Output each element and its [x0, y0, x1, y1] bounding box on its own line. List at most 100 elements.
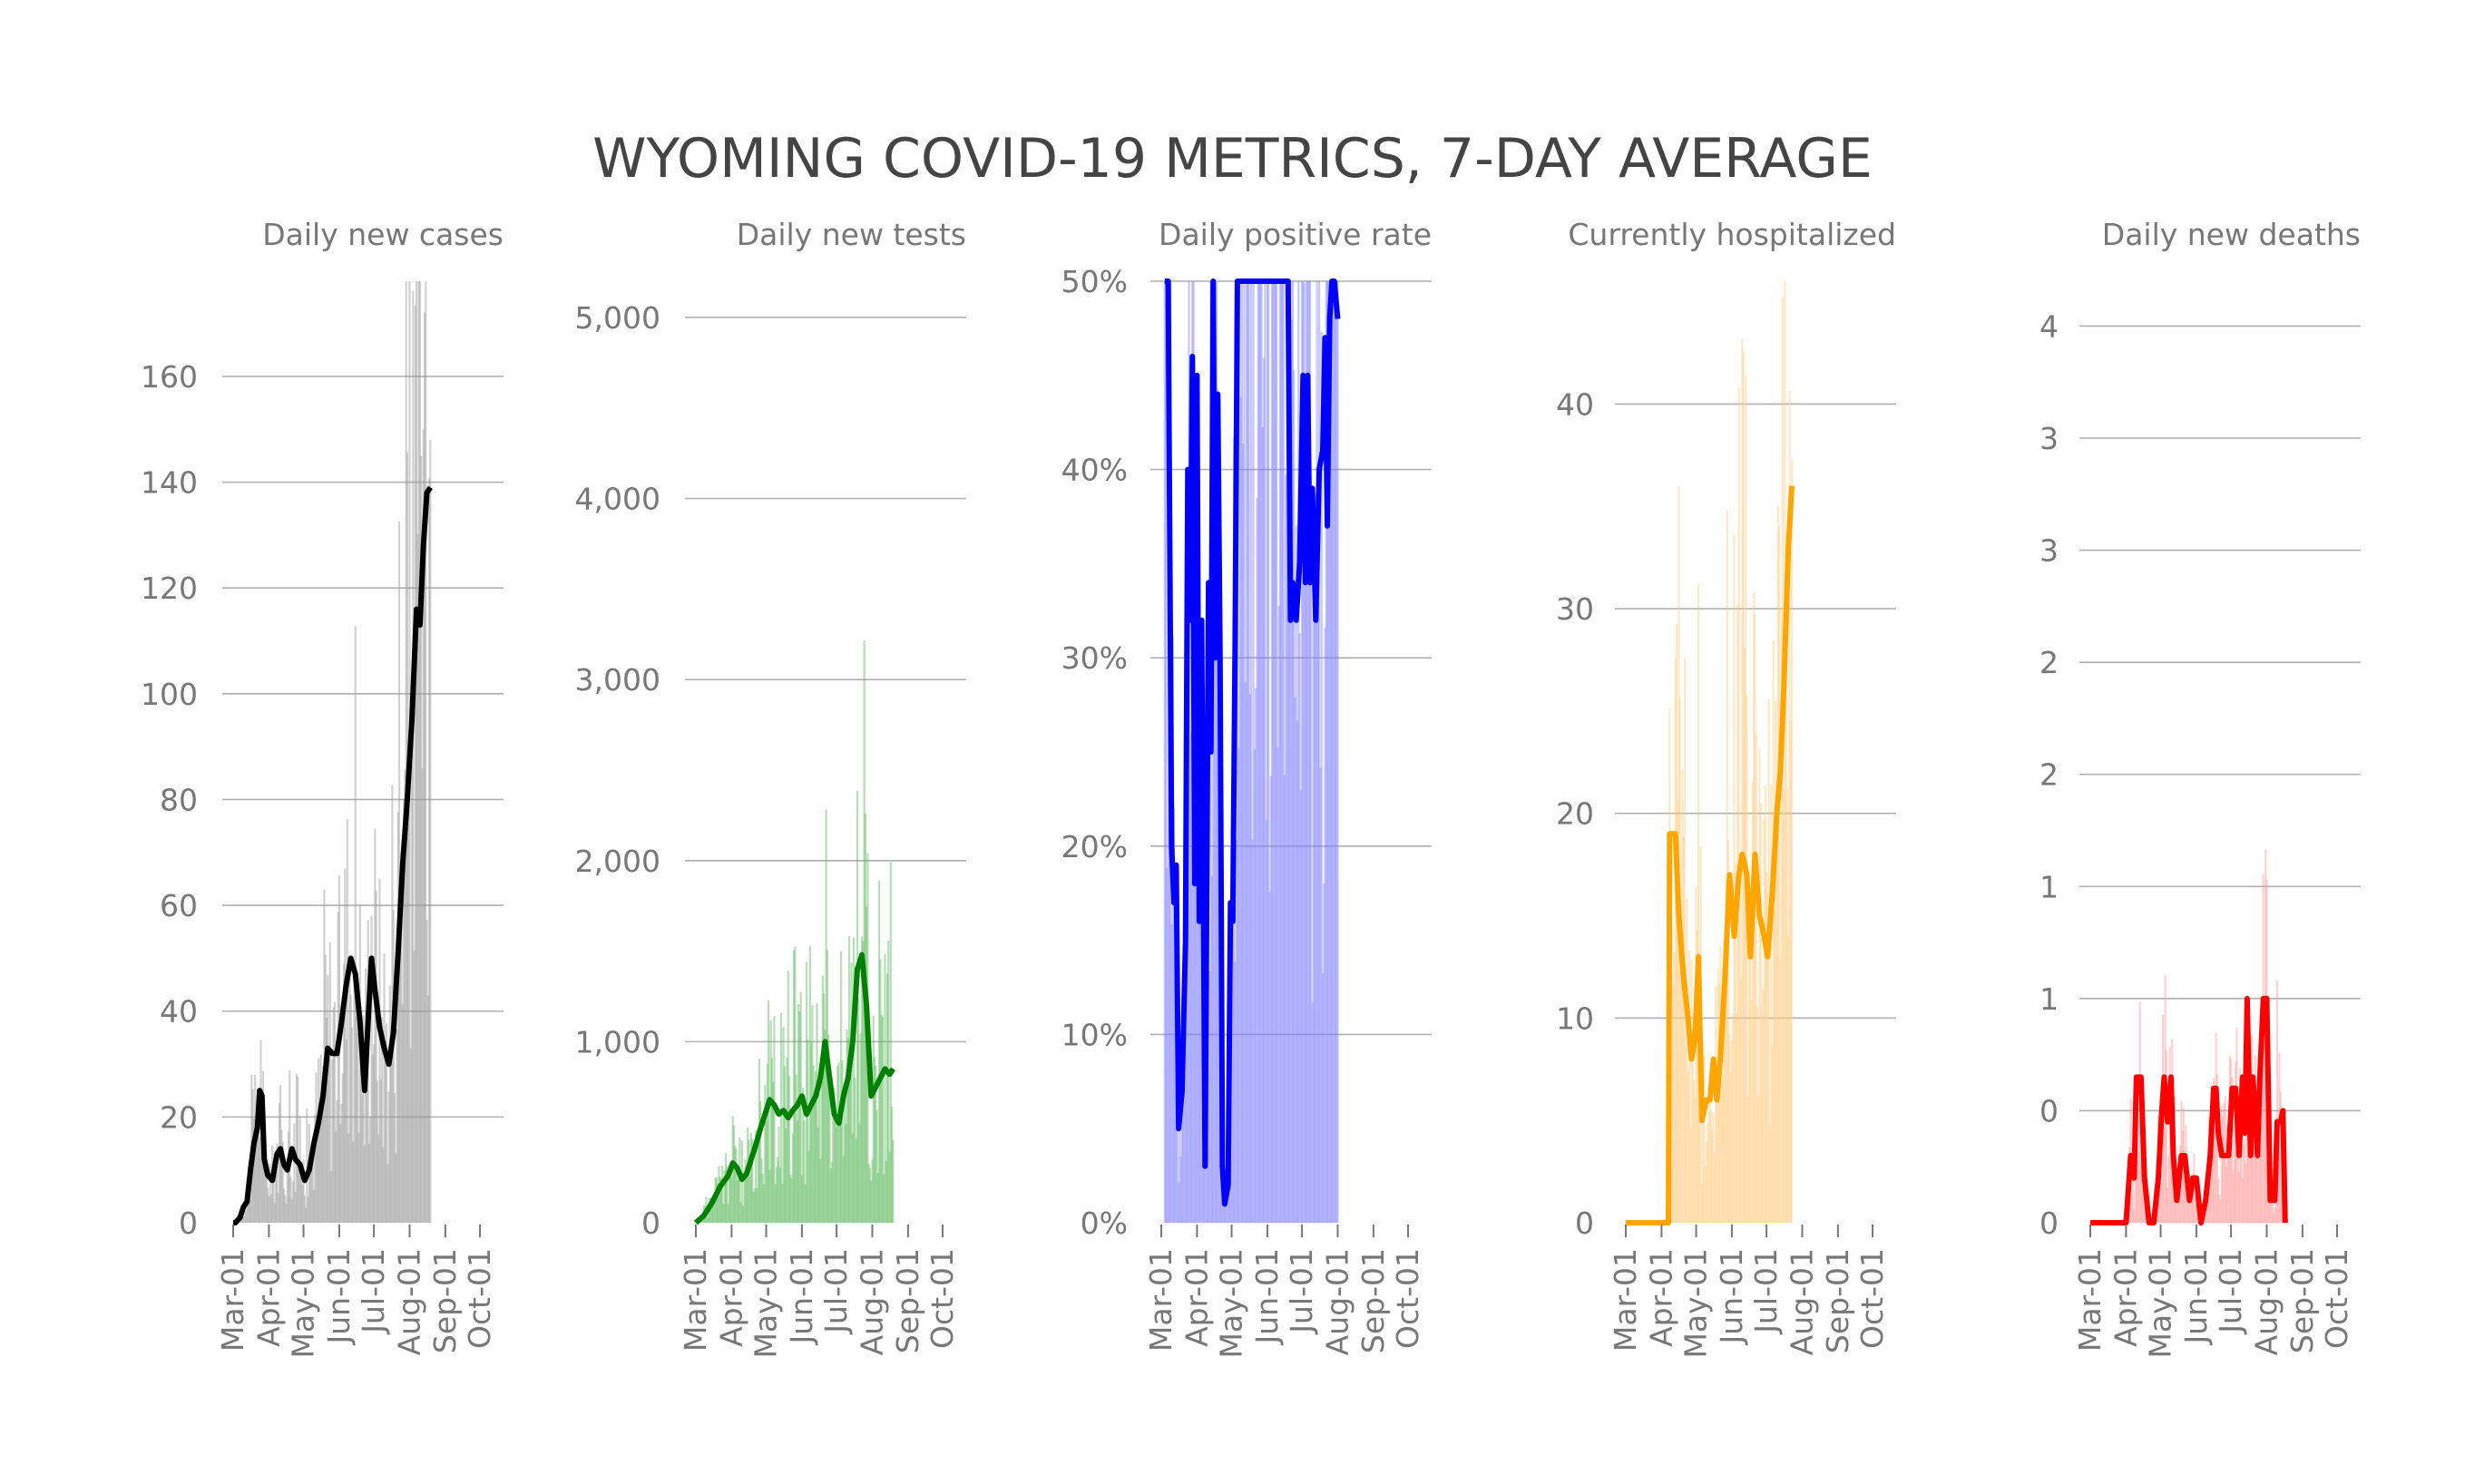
x-tick-label: May-01 — [2143, 1248, 2178, 1359]
daily-bar — [859, 1033, 862, 1223]
daily-bar — [773, 1016, 776, 1223]
daily-bar — [382, 1147, 385, 1223]
daily-bar — [1281, 281, 1284, 1223]
x-tick-label: Apr-01 — [1643, 1248, 1678, 1347]
daily-bar — [264, 1140, 267, 1223]
daily-bar — [242, 1210, 245, 1223]
daily-bar — [374, 828, 377, 1223]
daily-bar — [1315, 493, 1317, 1223]
daily-bar — [2244, 1116, 2246, 1223]
daily-bar — [2165, 1050, 2167, 1223]
x-tick-label: Mar-01 — [1143, 1248, 1179, 1352]
daily-bar — [783, 1066, 786, 1223]
daily-bar — [1282, 281, 1285, 1223]
daily-bar — [764, 1085, 767, 1223]
x-tick-label: Mar-01 — [2072, 1248, 2108, 1352]
daily-bar — [1172, 807, 1176, 1223]
daily-bar — [352, 1141, 355, 1223]
daily-bar — [1231, 805, 1234, 1223]
daily-bar — [277, 1193, 279, 1223]
x-tick-label: Jun-01 — [321, 1248, 357, 1345]
y-tick-label: 60 — [160, 888, 198, 923]
daily-bar — [1683, 658, 1686, 1223]
daily-bar — [800, 1175, 804, 1223]
daily-bar — [1321, 972, 1325, 1223]
daily-bar — [1725, 880, 1727, 1223]
daily-bar — [1677, 800, 1679, 1223]
daily-bar — [317, 1058, 320, 1223]
y-tick-label: 4,000 — [575, 482, 660, 517]
daily-bar — [395, 1153, 397, 1223]
daily-bar — [2189, 1185, 2192, 1223]
daily-bar — [813, 1093, 817, 1223]
daily-bar — [1775, 794, 1778, 1223]
daily-bar — [727, 1204, 729, 1223]
daily-bar — [1756, 1005, 1759, 1223]
y-tick-label: 30% — [1061, 640, 1128, 676]
daily-bar — [2169, 1115, 2173, 1223]
daily-bar — [1691, 1055, 1694, 1223]
daily-bar — [717, 1183, 719, 1223]
daily-bar — [1306, 281, 1309, 1223]
daily-bar — [1199, 763, 1202, 1223]
daily-bar — [737, 1170, 740, 1223]
daily-bar — [396, 1029, 398, 1223]
daily-bar — [417, 281, 420, 1223]
daily-bar — [369, 1117, 372, 1223]
daily-bar — [775, 1167, 778, 1223]
daily-bar — [350, 1027, 354, 1223]
daily-bar — [1323, 883, 1325, 1223]
daily-bar — [1248, 694, 1251, 1223]
daily-bar — [1745, 375, 1747, 1223]
daily-bar — [770, 1057, 773, 1223]
daily-bar — [405, 281, 407, 1223]
daily-bar — [2220, 1106, 2224, 1223]
daily-bar — [1250, 281, 1253, 1223]
daily-bar — [1213, 281, 1216, 1223]
daily-bar — [2194, 1197, 2196, 1223]
daily-bar — [1788, 390, 1791, 1223]
y-tick-label: 0 — [179, 1206, 198, 1241]
daily-bar — [1764, 785, 1766, 1223]
daily-bar — [2167, 1157, 2170, 1223]
daily-bar — [1716, 1076, 1718, 1223]
daily-bar — [366, 1074, 368, 1223]
daily-bar — [362, 1014, 365, 1223]
daily-bar — [2216, 1178, 2220, 1223]
daily-bar — [1176, 1071, 1179, 1223]
daily-bar — [1297, 281, 1300, 1223]
daily-bar — [1760, 1009, 1764, 1223]
daily-bar — [1316, 570, 1319, 1223]
daily-bar — [1240, 281, 1244, 1223]
daily-bar — [760, 1157, 763, 1223]
daily-bar — [855, 1138, 857, 1223]
y-tick-label: 1 — [2039, 981, 2059, 1017]
daily-bar — [816, 1003, 818, 1223]
daily-bar — [719, 1176, 721, 1223]
daily-bar — [1171, 635, 1174, 1223]
panel-currently-hospitalized: Currently hospitalized 0 10 20 30 40 Mar-01 Apr… — [1556, 217, 1896, 1359]
daily-bar — [774, 1184, 777, 1223]
daily-bar — [825, 809, 827, 1223]
daily-bar — [812, 1065, 815, 1223]
daily-bar — [284, 1195, 287, 1223]
daily-bar — [709, 1197, 712, 1223]
daily-bar — [728, 1173, 730, 1223]
daily-bar — [268, 1196, 270, 1223]
daily-bar — [1189, 732, 1193, 1223]
daily-bar — [272, 1166, 275, 1223]
daily-bar — [331, 1059, 334, 1223]
daily-bar — [867, 1163, 870, 1223]
daily-bar — [299, 1171, 303, 1223]
daily-bar — [1697, 583, 1700, 1223]
daily-bar — [276, 1143, 279, 1223]
daily-bar — [370, 915, 373, 1223]
y-tick-label: 10 — [1556, 1001, 1594, 1036]
daily-bar — [426, 995, 429, 1223]
daily-bar — [1225, 1198, 1228, 1223]
daily-bar — [1727, 840, 1730, 1223]
daily-bar — [1757, 1096, 1760, 1223]
daily-bar — [1174, 863, 1177, 1223]
daily-bar — [1787, 936, 1790, 1223]
daily-bar — [1684, 1045, 1687, 1223]
